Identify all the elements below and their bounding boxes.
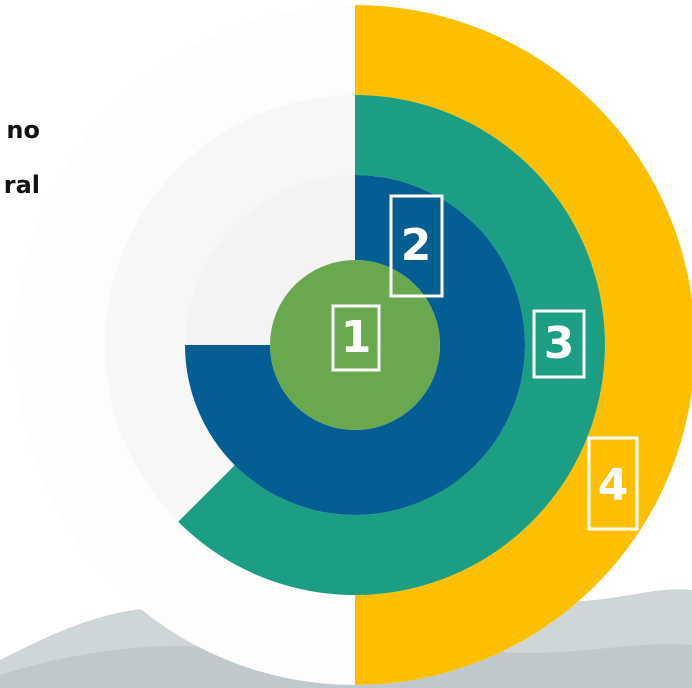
- ring-4: [355, 5, 692, 685]
- side-text: ral: [4, 171, 40, 199]
- side-text: no: [6, 116, 40, 144]
- ring-2: [185, 175, 525, 515]
- label: 3: [544, 318, 575, 369]
- label: 2: [401, 220, 432, 271]
- label-box: [587, 436, 639, 531]
- label: 1: [341, 312, 372, 363]
- label-box: [331, 304, 381, 372]
- label-box: [532, 309, 586, 379]
- label-box: [389, 194, 444, 298]
- ring-3: [178, 95, 605, 595]
- center-circle: [270, 260, 440, 430]
- label: 4: [598, 460, 629, 511]
